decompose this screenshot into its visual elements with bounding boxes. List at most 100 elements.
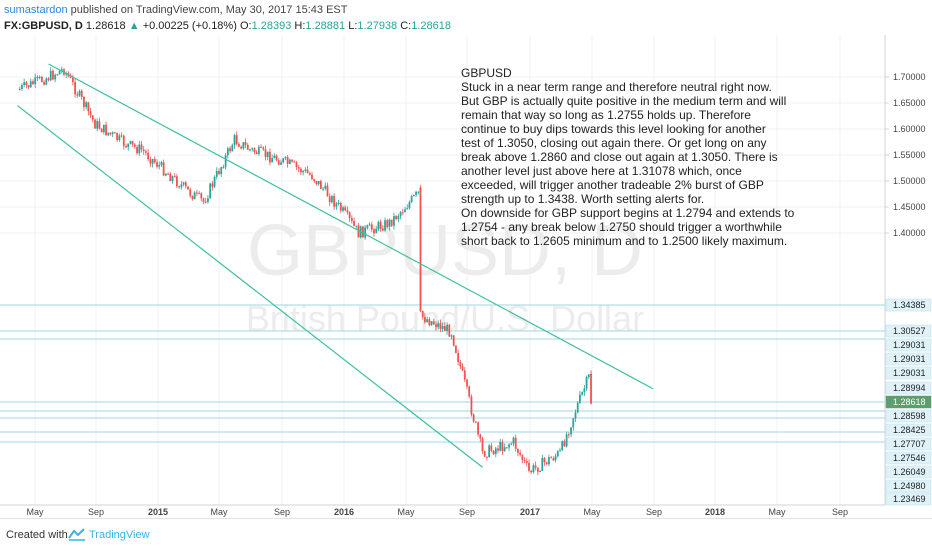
candle-body-73 [180,184,183,188]
candle-body-189 [435,324,437,328]
candle-body-192 [441,326,444,330]
candle-body-24 [71,77,74,83]
candle-body-248 [565,434,568,447]
candle-body-41 [109,132,112,135]
candle-body-105 [251,148,254,150]
candle-body-77 [189,189,192,196]
price-chart[interactable]: GBPUSD, D British Pound/U.S. Dollar GBPU… [0,35,932,518]
candle-body-111 [264,149,267,158]
candle-body-241 [550,457,553,459]
price-label-4: 1.29031 [893,368,926,378]
candle-body-187 [430,321,433,326]
candle-body-49 [127,143,130,148]
candle-body-42 [111,132,114,135]
candle-body-35 [96,121,99,129]
price-label-9: 1.27707 [893,439,926,449]
price-label-8: 1.28425 [893,425,926,435]
candle-body-174 [404,209,406,213]
candle-body-82 [200,193,203,199]
candle-body-44 [116,132,119,141]
candle-body-57 [145,151,147,153]
candle-body-7 [34,77,37,85]
published-text: published on TradingView.com, May 30, 20… [70,4,348,16]
candle-body-155 [362,226,364,238]
candle-body-185 [426,319,429,323]
candle-body-60 [151,158,154,164]
candle-body-225 [514,437,517,449]
candle-body-122 [288,159,291,164]
candle-body-52 [133,144,136,147]
symbol-bar: FX:GBPUSD, D 1.28618 ▲ +0.00225 (+0.18%)… [4,20,451,32]
price-label-box-9 [885,437,932,451]
candle-body-226 [517,448,519,453]
candle-body-169 [393,215,395,226]
candle-body-253 [576,402,579,413]
candle-body-116 [275,155,278,161]
candle-body-162 [377,221,380,230]
candle-body-139 [326,185,329,197]
x-tick-label-7: Sep [459,507,475,517]
candle-body-80 [195,192,198,194]
candle-body-115 [273,155,276,159]
candle-body-224 [512,437,515,444]
candle-body-227 [519,452,522,455]
candle-body-67 [167,173,169,175]
candle-body-242 [552,458,555,461]
candle-body-88 [213,176,216,187]
tradingview-link[interactable]: TradingView [89,529,150,541]
candle-body-71 [176,176,178,187]
candle-body-217 [497,448,499,451]
candle-body-205 [470,396,473,415]
candle-body-51 [131,141,134,145]
price-label-2: 1.29031 [893,340,926,350]
candle-body-171 [397,216,400,220]
candle-body-108 [257,146,260,154]
candle-body-46 [120,135,123,137]
candle-body-167 [388,219,391,227]
note-line-7: exceeded, will trigger another tradeable… [461,178,764,192]
candle-body-156 [364,227,367,238]
x-tick-label-2: 2015 [148,507,168,517]
price-label-5: 1.28994 [893,383,926,393]
high-label: H: [294,20,306,32]
candle-body-127 [300,168,302,173]
candle-body-188 [432,321,435,325]
candle-body-208 [477,422,479,435]
candle-body-175 [406,208,409,210]
candle-body-193 [443,326,446,331]
candle-body-10 [40,76,43,82]
candle-body-178 [412,194,415,197]
note-line-11: short back to 1.2605 minimum and to 1.25… [461,234,787,248]
candle-body-151 [353,220,355,226]
x-tick-label-13: Sep [832,507,848,517]
candle-body-168 [390,219,393,226]
candle-body-26 [76,94,79,96]
candle-body-86 [209,183,212,199]
candle-body-101 [242,142,245,149]
price-label-box-8 [885,423,932,437]
candle-body-202 [463,370,466,380]
candle-body-254 [579,394,581,403]
candle-body-146 [342,207,344,211]
candle-body-40 [107,132,110,136]
price-label-box-5 [885,381,932,395]
candle-body-37 [100,128,103,133]
candle-body-196 [450,335,453,337]
candle-body-256 [583,388,586,393]
candle-body-112 [266,151,269,158]
author-link[interactable]: sumastardon [4,4,68,16]
y-tick-label-1: 1.65000 [893,98,926,108]
candle-body-69 [171,176,174,182]
candle-body-62 [156,162,158,167]
candle-body-255 [581,392,584,395]
candle-body-79 [193,192,196,200]
y-tick-label-2: 1.60000 [893,124,926,134]
candle-body-114 [271,158,274,163]
candle-body-32 [89,111,92,116]
candle-body-36 [98,121,101,129]
candle-body-142 [333,195,336,207]
price-label-box-6 [885,395,932,409]
candle-body-250 [570,427,572,435]
candle-body-137 [322,188,324,190]
price-label-box-1 [885,324,932,338]
